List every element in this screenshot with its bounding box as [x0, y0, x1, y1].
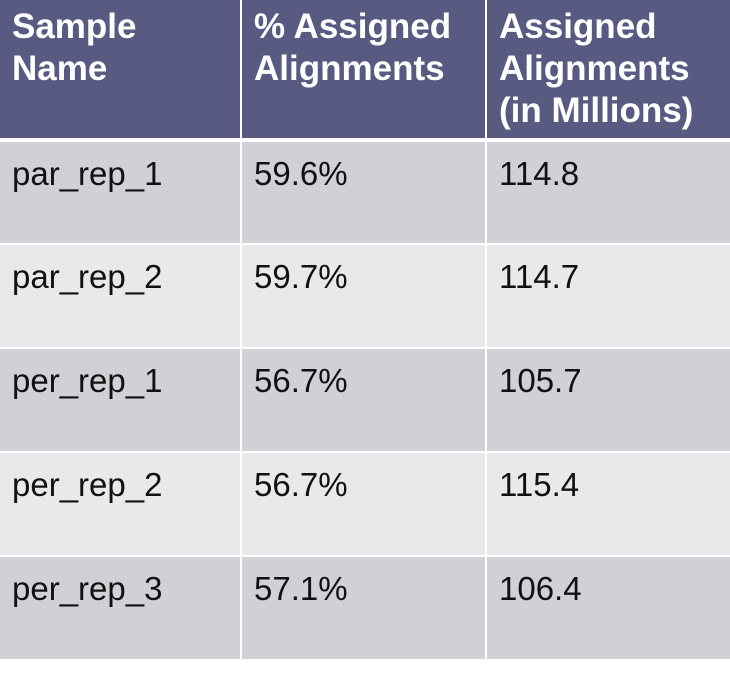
header-assigned-millions: Assigned Alignments (in Millions) [486, 0, 730, 142]
table-row: per_rep_1 56.7% 105.7 [0, 348, 730, 453]
table-row: par_rep_1 59.6% 114.8 [0, 140, 730, 245]
header-percent-assigned: % Assigned Alignments [241, 0, 487, 142]
cell-sample-name: par_rep_1 [0, 140, 242, 245]
cell-percent-assigned: 56.7% [241, 348, 487, 453]
cell-sample-name: per_rep_3 [0, 556, 242, 661]
table-row: per_rep_3 57.1% 106.4 [0, 556, 730, 661]
cell-sample-name: par_rep_2 [0, 244, 242, 349]
cell-assigned-millions: 106.4 [486, 556, 730, 661]
table-row: par_rep_2 59.7% 114.7 [0, 244, 730, 349]
table-header: Sample Name % Assigned Alignments Assign… [0, 0, 730, 142]
cell-assigned-millions: 114.8 [486, 140, 730, 245]
table-row: per_rep_2 56.7% 115.4 [0, 452, 730, 557]
header-row: Sample Name % Assigned Alignments Assign… [0, 0, 730, 142]
cell-sample-name: per_rep_1 [0, 348, 242, 453]
cell-percent-assigned: 56.7% [241, 452, 487, 557]
cell-assigned-millions: 105.7 [486, 348, 730, 453]
header-sample-name: Sample Name [0, 0, 242, 142]
cell-sample-name: per_rep_2 [0, 452, 242, 557]
cell-percent-assigned: 59.7% [241, 244, 487, 349]
cell-percent-assigned: 57.1% [241, 556, 487, 661]
cell-assigned-millions: 114.7 [486, 244, 730, 349]
cell-assigned-millions: 115.4 [486, 452, 730, 557]
table-body: par_rep_1 59.6% 114.8 par_rep_2 59.7% 11… [0, 140, 730, 661]
cell-percent-assigned: 59.6% [241, 140, 487, 245]
